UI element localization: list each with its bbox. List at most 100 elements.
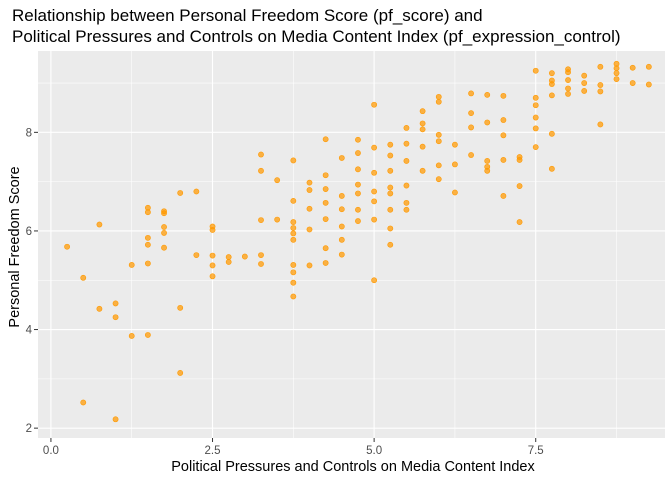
data-point [193, 252, 200, 258]
data-point [548, 130, 555, 137]
data-point [290, 269, 297, 276]
data-point [161, 224, 167, 230]
data-point [112, 416, 119, 423]
data-point [306, 187, 313, 193]
data-point [274, 177, 281, 184]
data-point [435, 131, 442, 138]
data-point [193, 188, 200, 195]
data-point [338, 251, 345, 258]
data-point [435, 176, 442, 183]
data-point [403, 199, 410, 206]
data-point [532, 125, 539, 132]
data-point [419, 143, 426, 150]
chart-title-line-2: Political Pressures and Controls on Medi… [12, 27, 621, 46]
data-point [371, 216, 378, 223]
data-point [435, 98, 442, 105]
data-point [96, 305, 103, 312]
data-point [565, 69, 571, 76]
data-point [371, 169, 378, 176]
x-tick-label: 2.5 [205, 445, 221, 457]
minor-gridlines [38, 51, 665, 438]
data-point [565, 85, 571, 92]
plot-panel [38, 51, 665, 438]
data-point [290, 225, 297, 231]
data-point [209, 273, 216, 280]
data-point [258, 167, 264, 174]
data-point [258, 151, 264, 158]
data-point [500, 92, 507, 99]
data-point [387, 184, 394, 191]
data-point [80, 399, 87, 406]
data-point [629, 80, 636, 86]
data-point [435, 138, 442, 145]
data-point [371, 101, 378, 108]
data-point [516, 219, 523, 225]
data-point [435, 93, 442, 100]
data-point [532, 144, 539, 151]
data-point [112, 300, 119, 307]
data-point [322, 216, 329, 223]
data-point [371, 277, 378, 284]
y-axis-label: Personal Freedom Score [7, 166, 23, 327]
data-point [516, 183, 523, 189]
data-point [452, 141, 458, 148]
data-point [144, 209, 151, 216]
data-point [516, 157, 523, 163]
data-point [355, 136, 361, 143]
data-point [258, 261, 264, 267]
data-point [387, 206, 394, 213]
y-tick-label: 6 [26, 226, 32, 238]
data-point [80, 274, 87, 281]
data-point [209, 262, 216, 269]
data-point [290, 157, 297, 164]
data-point [177, 190, 184, 196]
data-point [209, 252, 216, 259]
data-point [645, 63, 652, 70]
data-point [290, 230, 297, 237]
y-axis-ticks: 2 4 6 8 [26, 127, 38, 435]
data-point [355, 218, 361, 224]
data-point [597, 121, 604, 128]
data-point [565, 90, 571, 97]
data-point [258, 217, 264, 223]
data-point [581, 80, 588, 86]
y-tick-label: 8 [26, 127, 32, 139]
data-point [144, 234, 151, 241]
data-point [306, 205, 313, 212]
data-point [387, 225, 394, 232]
data-point [355, 190, 361, 197]
data-point [548, 70, 555, 77]
x-tick-label: 7.5 [528, 445, 544, 457]
data-point [290, 279, 297, 286]
data-point [371, 198, 378, 205]
data-point [338, 223, 345, 230]
data-point [613, 65, 620, 72]
data-point [161, 230, 167, 236]
y-tick-label: 2 [26, 423, 32, 435]
data-point [338, 206, 345, 213]
x-tick-label: 0.0 [43, 445, 59, 457]
data-point [96, 221, 103, 228]
data-point [322, 245, 329, 252]
data-point [290, 219, 297, 225]
data-point [209, 227, 216, 233]
data-point [322, 186, 329, 192]
data-point [403, 140, 410, 147]
data-point [322, 136, 329, 143]
data-point [548, 81, 555, 87]
data-point [500, 117, 507, 123]
data-point [177, 304, 184, 311]
data-point [581, 88, 588, 94]
data-point [500, 157, 507, 163]
data-points [64, 60, 652, 423]
data-point [64, 243, 70, 250]
data-point [403, 206, 410, 213]
data-point [241, 253, 248, 260]
x-axis-label: Political Pressures and Controls on Medi… [171, 459, 535, 475]
data-point [338, 236, 345, 243]
data-point [387, 152, 394, 159]
data-point [613, 76, 620, 83]
data-point [532, 102, 539, 109]
